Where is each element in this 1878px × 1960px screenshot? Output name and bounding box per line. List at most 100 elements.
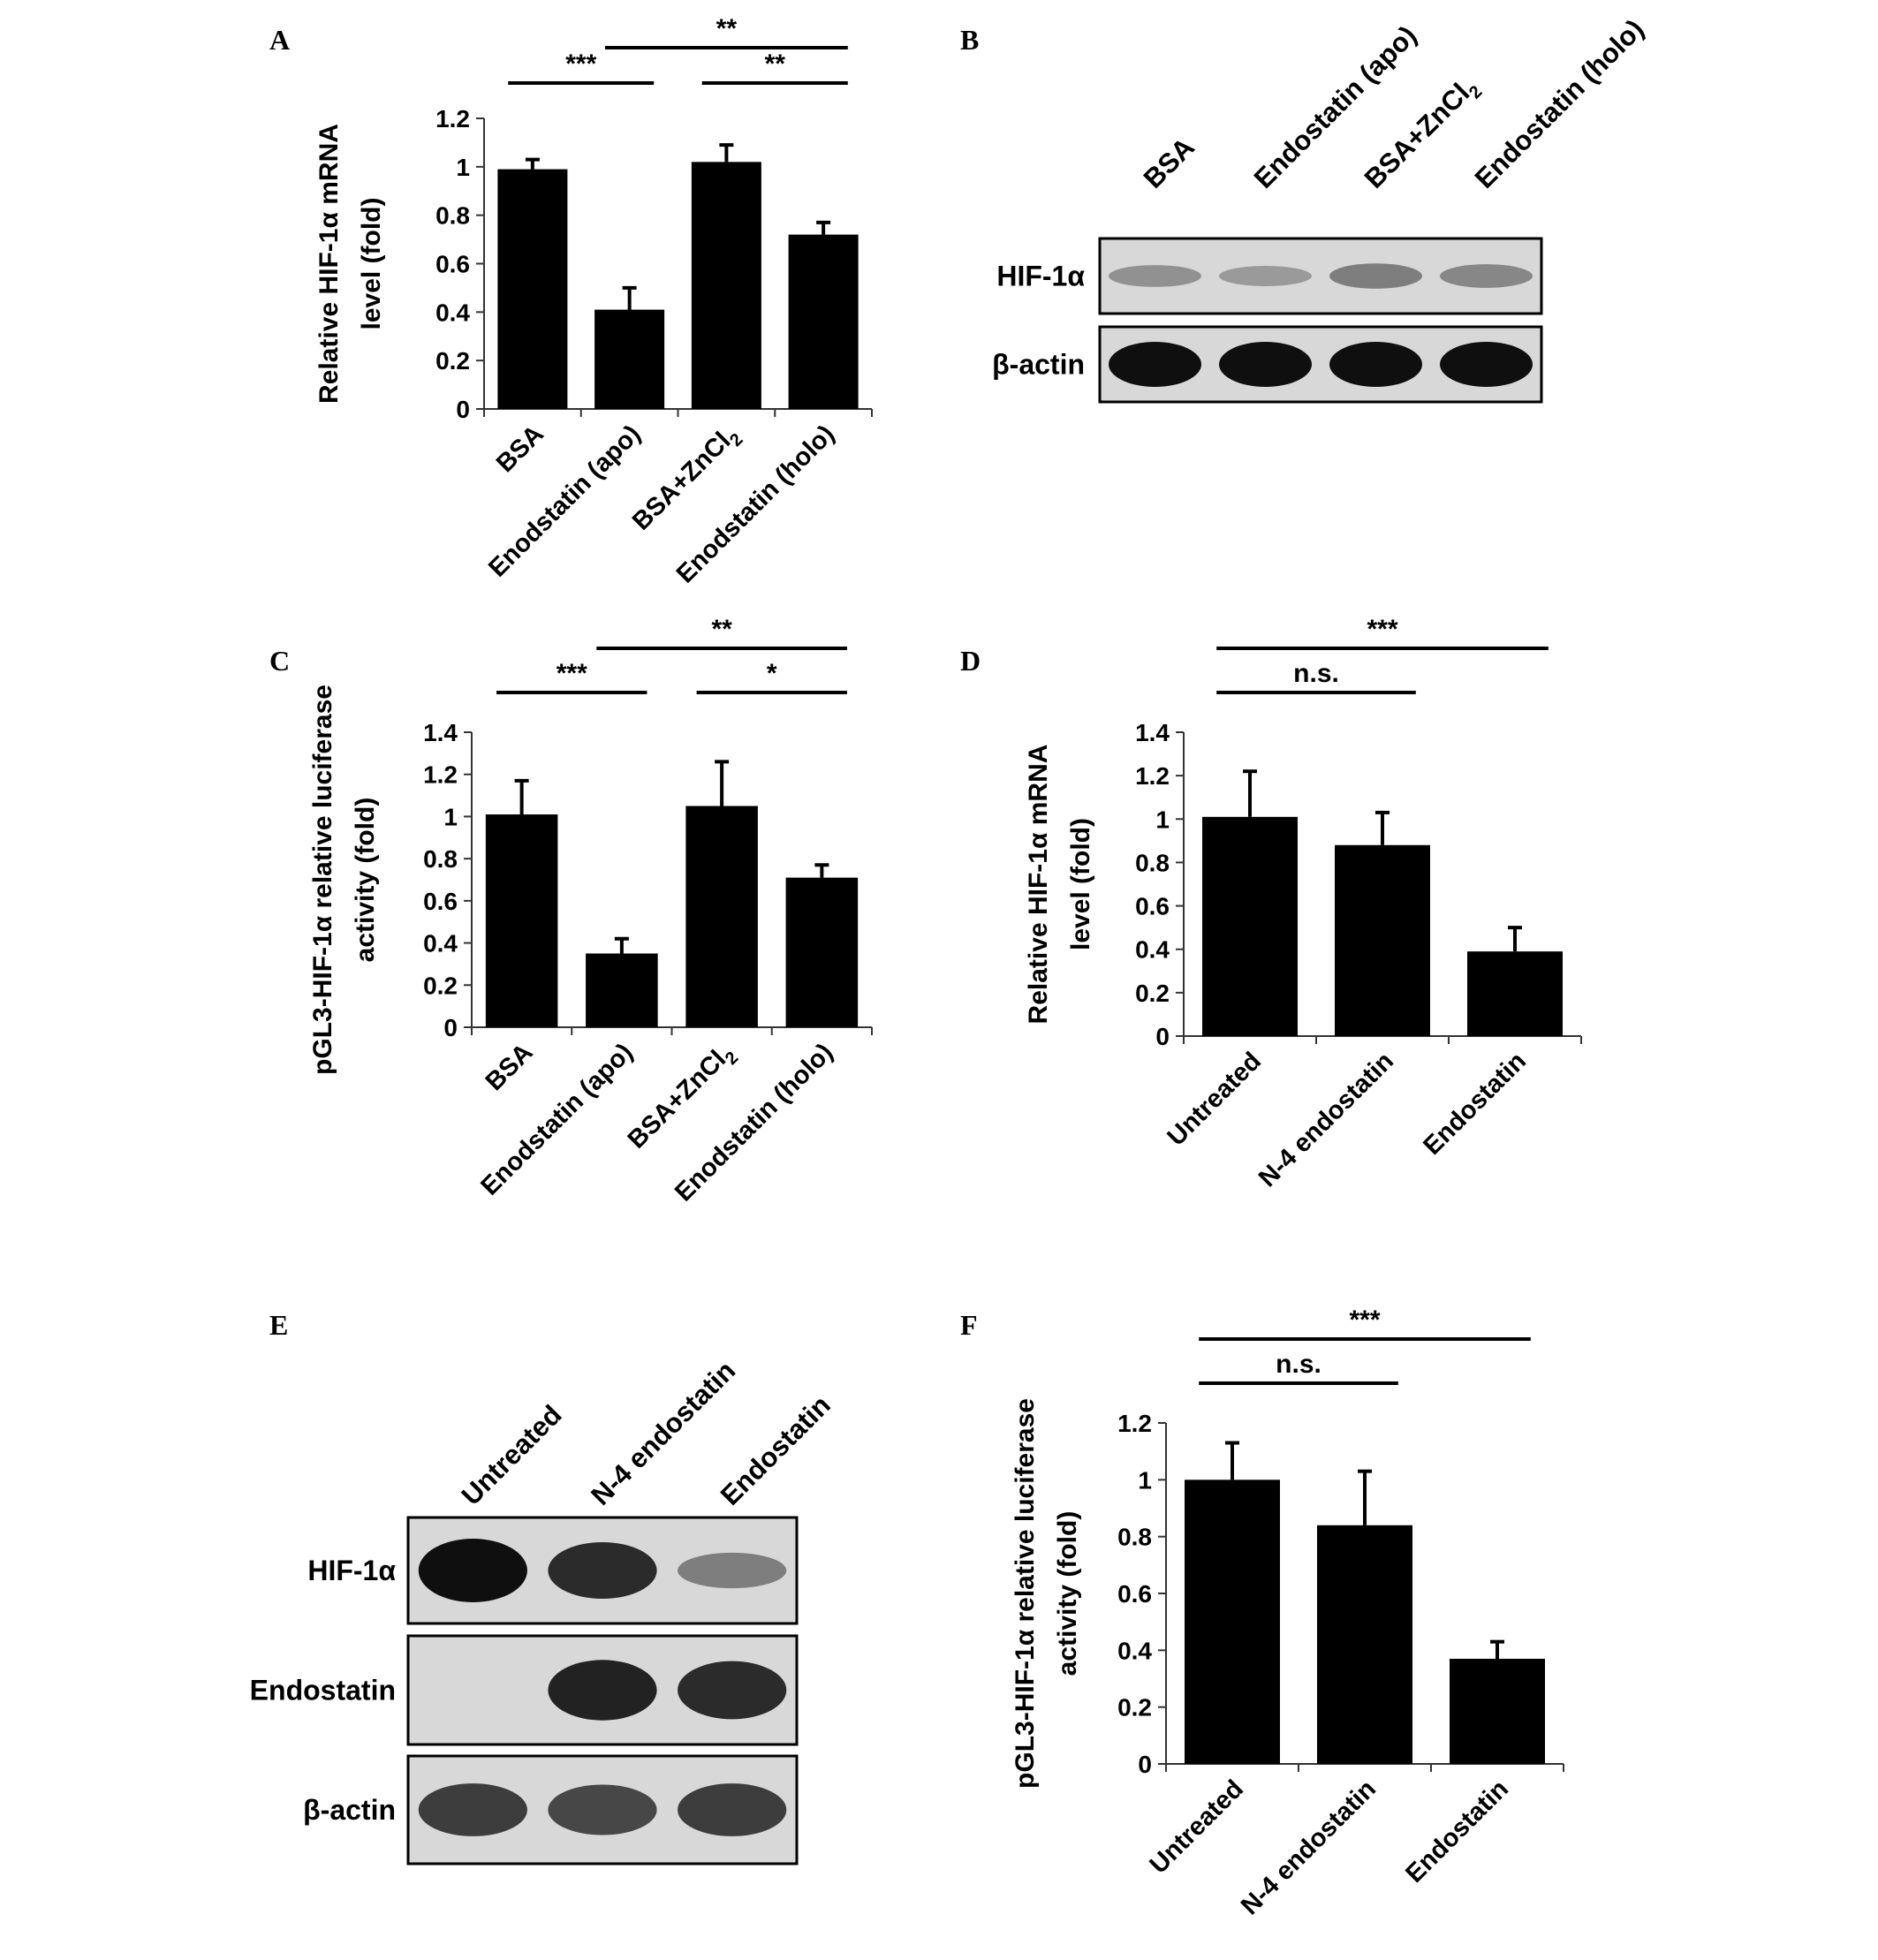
chart-c-significance-label: * <box>767 659 777 688</box>
blot-b-band <box>1440 342 1533 387</box>
chart-c-bar <box>685 806 758 1027</box>
chart-d-y-tick-label: 0.4 <box>1135 936 1170 964</box>
chart-a-y-tick-label: 1 <box>456 154 470 181</box>
chart-f-y-axis-label: pGL3-HIF-1α relative luciferase <box>1011 1398 1040 1789</box>
blot-b-band <box>1329 263 1422 289</box>
chart-d-y-tick-label: 0.2 <box>1135 980 1170 1007</box>
chart-a-bar <box>691 162 761 409</box>
blot-e-band <box>418 1539 527 1602</box>
chart-f-y-tick-label: 0 <box>1138 1751 1152 1778</box>
chart-d-bar <box>1467 951 1563 1036</box>
chart-a-x-tick-label: Enodstatin (holo) <box>671 420 840 588</box>
blot-e: Untreated N-4 endostatinEndostatinHIF-1αE… <box>250 1355 837 1865</box>
chart-c-y-axis-label: activity (fold) <box>351 798 380 963</box>
blot-e-row-label: β-actin <box>303 1794 396 1826</box>
blot-b-lane-label-text: Endostatin (holo) <box>1469 13 1650 194</box>
chart-c-significance-label: *** <box>557 659 587 688</box>
chart-f-y-tick-label: 0.2 <box>1117 1694 1152 1722</box>
chart-c-y-tick-label: 1.2 <box>423 761 458 789</box>
chart-c-y-axis-label: pGL3-HIF-1α relative luciferase <box>308 685 337 1075</box>
chart-d-bar <box>1202 816 1298 1036</box>
blot-b-band <box>1440 264 1533 288</box>
chart-f-bar <box>1185 1479 1280 1764</box>
chart-f-x-tick-label-text: Untreated <box>1145 1775 1249 1879</box>
blot-e-row-label: Endostatin <box>250 1675 396 1706</box>
chart-d-y-tick-label: 0.6 <box>1135 893 1170 920</box>
chart-a-y-tick-label: 0.8 <box>435 202 470 230</box>
chart-f-x-tick-label-text: N-4 endostatin <box>1236 1775 1382 1920</box>
blot-b-row-label: β-actin <box>992 349 1085 381</box>
chart-d-y-tick-label: 1.2 <box>1135 762 1170 790</box>
blot-b-band <box>1109 342 1201 387</box>
blot-e-band <box>418 1783 527 1836</box>
panel-label-e: E <box>269 1309 288 1341</box>
chart-d-y-tick-label: 1 <box>1155 806 1170 833</box>
chart-f-x-tick-label: Endostatin <box>1400 1775 1514 1888</box>
blot-b-band <box>1109 265 1201 287</box>
chart-a-bar <box>594 309 665 409</box>
chart-d-y-tick-label: 0 <box>1155 1023 1170 1050</box>
chart-a-x-tick-label: BSA <box>491 420 549 478</box>
panel-label-c: C <box>269 645 290 677</box>
blot-e-band <box>548 1660 657 1721</box>
blot-e-band <box>678 1783 787 1836</box>
chart-d-y-axis-label: Relative HIF-1α mRNA <box>1024 745 1053 1025</box>
blot-e-band <box>548 1784 657 1835</box>
chart-f-y-tick-label: 0.6 <box>1117 1580 1152 1608</box>
chart-c-x-tick-label-text: BSA+ZnCl <box>623 1045 731 1154</box>
chart-d-y-tick-label: 1.4 <box>1135 719 1170 746</box>
chart-f-bar <box>1450 1658 1545 1764</box>
chart-c-y-tick-label: 0.8 <box>423 845 458 873</box>
chart-a-y-tick-label: 1.2 <box>435 105 470 132</box>
blot-b-lane-label: Endostatin (holo) <box>1469 13 1650 194</box>
panel-label-a: A <box>269 24 290 56</box>
blot-b-lane-label: BSA <box>1138 132 1200 194</box>
blot-e-band <box>548 1541 657 1600</box>
chart-f-x-tick-label-text: Endostatin <box>1400 1775 1514 1888</box>
chart-a-significance-label: ** <box>716 14 738 43</box>
blot-e-lane-label-text: Untreated <box>456 1399 568 1511</box>
blot-b-lane-label: BSA+ZnCl2 <box>1359 71 1487 199</box>
chart-f-bar <box>1317 1525 1412 1764</box>
chart-a-y-tick-label: 0.2 <box>435 347 470 375</box>
chart-c-y-tick-label: 0 <box>443 1014 458 1041</box>
chart-c-x-tick-label: BSA <box>481 1038 539 1096</box>
blot-e-band <box>678 1552 787 1589</box>
chart-a-y-tick-label: 0.4 <box>435 299 470 326</box>
blot-b-lane-label-text: BSA <box>1138 132 1200 194</box>
chart-d-x-tick-label: N-4 endostatin <box>1253 1047 1399 1192</box>
chart-c-y-tick-label: 1.4 <box>423 719 458 746</box>
chart-f-significance-label: *** <box>1349 1305 1380 1335</box>
chart-f-y-tick-label: 0.4 <box>1117 1637 1152 1664</box>
chart-c-significance-label: ** <box>711 615 732 644</box>
chart-a-bar <box>497 169 568 409</box>
panel-label-b: B <box>960 24 979 56</box>
chart-a-significance-label: *** <box>565 49 596 79</box>
blot-e-lane-label: Untreated <box>456 1399 568 1511</box>
chart-f-y-tick-label: 1.2 <box>1117 1410 1152 1437</box>
chart-c-x-tick-label-text: BSA <box>481 1038 539 1096</box>
chart-d-y-axis-label: level (fold) <box>1066 818 1095 950</box>
chart-c-y-tick-label: 1 <box>443 803 458 830</box>
panel-label-d: D <box>960 645 981 677</box>
blot-e-lane-label: Endostatin <box>715 1389 837 1511</box>
blot-e-band <box>678 1661 787 1720</box>
chart-a-bar <box>788 234 859 409</box>
chart-d-x-tick-label-text: Endostatin <box>1418 1047 1532 1161</box>
blot-b-row-label: HIF-1α <box>996 261 1085 292</box>
chart-f-y-tick-label: 1 <box>1138 1466 1152 1494</box>
chart-a-significance-label: ** <box>765 49 786 79</box>
blot-e-lane-label-text: Endostatin <box>715 1389 837 1511</box>
chart-c-bar <box>586 953 658 1027</box>
chart-a-x-tick-label-text: BSA <box>491 420 549 478</box>
blot-b-band <box>1219 342 1312 387</box>
chart-f-x-tick-label: N-4 endostatin <box>1236 1775 1382 1920</box>
blot-b-band <box>1329 342 1422 387</box>
chart-d-x-tick-label-text: N-4 endostatin <box>1253 1047 1399 1192</box>
